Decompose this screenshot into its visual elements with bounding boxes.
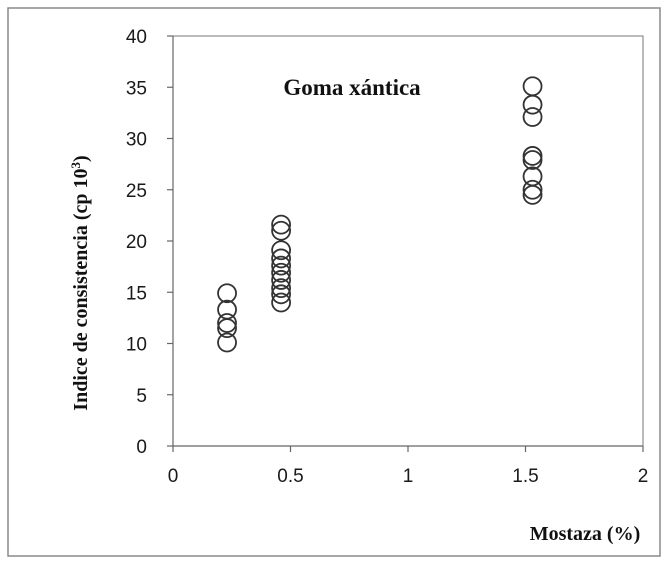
data-point [217,332,237,353]
data-point [271,292,292,313]
y-tick-label: 20 [126,232,147,253]
data-point [271,262,292,283]
x-tick-label: 0 [168,466,179,487]
data-point [217,299,237,320]
y-axis-title: Indice de consistencia (cp 103) [68,155,92,410]
data-point [522,107,543,127]
data-point [217,283,237,304]
data-point [522,76,543,97]
x-tick-label: 0.5 [277,466,303,487]
y-tick-label: 35 [126,78,147,99]
x-tick-label: 1.5 [512,466,538,487]
y-axis-title-main: Indice de consistencia (cp 10 [70,168,92,410]
data-points [217,76,543,353]
data-point [271,240,292,261]
data-point [271,255,292,276]
y-tick-label: 15 [126,283,147,304]
y-tick-label: 30 [126,130,147,151]
y-tick-label: 0 [136,437,147,458]
x-axis-title: Mostaza (%) [530,523,641,545]
figure-border [7,7,661,557]
y-tick-label: 5 [136,386,147,407]
y-axis-title-superscript: 3 [68,161,83,168]
y-tick-label: 40 [126,27,147,48]
data-point [271,248,292,269]
y-axis-title-close: ) [70,155,92,162]
data-point [217,313,237,333]
x-tick-label: 1 [403,466,414,487]
y-tick-label: 25 [126,181,147,202]
chart-title: Goma xántica [283,75,421,100]
data-point [522,179,543,200]
data-point [522,166,543,187]
data-point [271,278,292,299]
data-point [271,220,292,241]
y-tick-label: 10 [126,335,147,356]
data-point [271,270,292,290]
data-point [522,146,543,166]
x-axis: 0 0.5 1 1.5 2 [168,445,649,487]
y-axis: 0 5 10 15 20 25 30 35 40 [126,27,174,458]
x-tick-label: 2 [638,466,649,487]
data-point [271,284,292,305]
data-point [271,214,292,235]
